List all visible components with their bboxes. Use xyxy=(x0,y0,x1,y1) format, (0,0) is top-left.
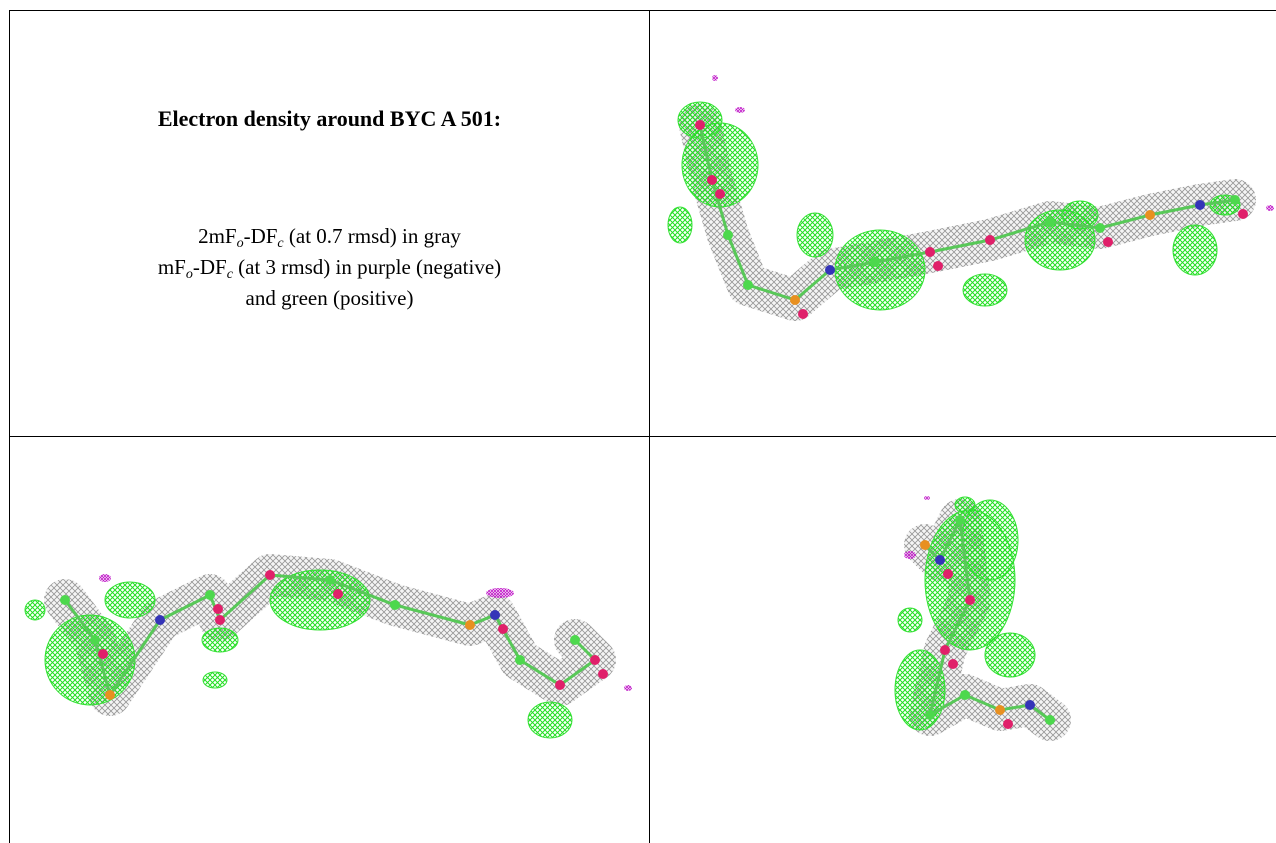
atom xyxy=(1238,209,1248,219)
legend-line: 2mFo-DFc (at 0.7 rmsd) in gray xyxy=(10,221,649,252)
atom xyxy=(1045,715,1055,725)
atom xyxy=(155,615,165,625)
positive-density xyxy=(1173,225,1217,275)
legend-line: and green (positive) xyxy=(10,283,649,314)
legend-text: and green (positive) xyxy=(246,286,414,310)
atom xyxy=(948,659,958,669)
positive-density xyxy=(202,628,238,652)
positive-density xyxy=(797,213,833,257)
atom xyxy=(1145,210,1155,220)
negative-density xyxy=(1266,205,1274,211)
positive-density xyxy=(105,582,155,618)
atom xyxy=(105,690,115,700)
atom xyxy=(265,570,275,580)
atom xyxy=(825,265,835,275)
legend-text: -DF xyxy=(193,255,227,279)
positive-density xyxy=(203,672,227,688)
atom xyxy=(1103,237,1113,247)
atom xyxy=(933,261,943,271)
positive-density xyxy=(668,207,692,243)
text-cell: Electron density around BYC A 501: 2mFo-… xyxy=(10,11,649,435)
atom xyxy=(598,669,608,679)
atom xyxy=(743,280,753,290)
negative-density xyxy=(904,551,916,559)
atom xyxy=(570,635,580,645)
atom xyxy=(215,615,225,625)
legend-text: (at 3 rmsd) in purple (negative) xyxy=(233,255,501,279)
page: {"title": "Electron density around BYC A… xyxy=(0,0,1276,843)
atom xyxy=(1045,217,1055,227)
atom xyxy=(707,175,717,185)
atom xyxy=(965,595,975,605)
atom xyxy=(1003,719,1013,729)
atom xyxy=(960,690,970,700)
negative-density xyxy=(486,588,514,598)
positive-density xyxy=(528,702,572,738)
atom xyxy=(390,600,400,610)
atom xyxy=(995,705,1005,715)
positive-density xyxy=(963,274,1007,306)
positive-density xyxy=(25,600,45,620)
legend-text: (at 0.7 rmsd) in gray xyxy=(284,224,461,248)
legend-text: o xyxy=(237,236,244,251)
atom xyxy=(943,569,953,579)
atom xyxy=(715,189,725,199)
legend-text: 2mF xyxy=(198,224,237,248)
atom xyxy=(1025,700,1035,710)
atom xyxy=(498,624,508,634)
atom xyxy=(590,655,600,665)
atom xyxy=(925,710,935,720)
cell-title: Electron density around BYC A 501: xyxy=(10,106,649,132)
atom xyxy=(515,655,525,665)
atom xyxy=(940,645,950,655)
atom xyxy=(935,555,945,565)
atom xyxy=(325,575,335,585)
atom xyxy=(205,590,215,600)
atom xyxy=(723,230,733,240)
atom xyxy=(798,309,808,319)
atom xyxy=(955,515,965,525)
negative-density xyxy=(712,75,718,81)
atom xyxy=(90,635,100,645)
atom xyxy=(1230,195,1240,205)
legend-text: -DF xyxy=(244,224,278,248)
atom xyxy=(465,620,475,630)
atom xyxy=(555,680,565,690)
atom xyxy=(925,247,935,257)
atom xyxy=(213,604,223,614)
density-mesh xyxy=(700,125,1235,300)
atom xyxy=(98,649,108,659)
positive-density xyxy=(895,650,945,730)
positive-density xyxy=(835,230,925,310)
atom xyxy=(1095,223,1105,233)
legend-line: mFo-DFc (at 3 rmsd) in purple (negative) xyxy=(10,252,649,283)
atom xyxy=(490,610,500,620)
atom xyxy=(1195,200,1205,210)
negative-density xyxy=(735,107,745,113)
negative-density xyxy=(99,574,111,582)
negative-density xyxy=(624,685,632,691)
positive-density xyxy=(45,615,135,705)
atom xyxy=(790,295,800,305)
positive-density xyxy=(898,608,922,632)
positive-density xyxy=(985,633,1035,677)
negative-density xyxy=(924,496,930,500)
atom xyxy=(870,257,880,267)
atom xyxy=(695,120,705,130)
positive-density xyxy=(955,497,975,513)
legend-text: mF xyxy=(158,255,186,279)
atom xyxy=(60,595,70,605)
legend-text: o xyxy=(186,267,193,282)
atom xyxy=(333,589,343,599)
atom xyxy=(985,235,995,245)
atom xyxy=(920,540,930,550)
